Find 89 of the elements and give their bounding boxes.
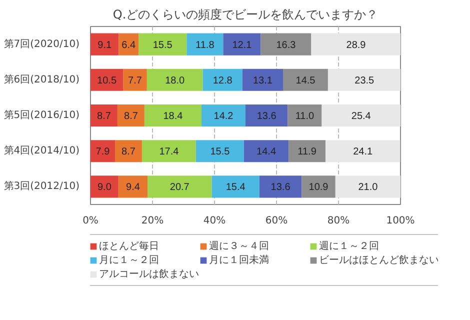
bar: [90, 176, 118, 198]
data-label: 12.1: [232, 40, 252, 51]
bar: [118, 33, 139, 56]
data-label: 12.8: [212, 75, 233, 86]
data-label: 8.7: [122, 146, 136, 158]
data-label: 20.7: [170, 182, 190, 194]
data-label: 6.4: [122, 40, 136, 51]
data-label: 10.5: [97, 75, 117, 86]
bar: [302, 176, 336, 198]
bar: [283, 68, 328, 91]
legend-label: 月に１回未満: [209, 254, 270, 267]
bar: [328, 68, 400, 91]
bar: [242, 68, 284, 91]
data-label: 13.1: [252, 75, 273, 86]
bar: [244, 140, 289, 162]
chart-title: Q.どのくらいの頻度でビールを飲んでいますか？: [112, 8, 378, 22]
bar: [322, 104, 400, 127]
data-label: 11.9: [298, 146, 317, 158]
data-label: 7.7: [128, 75, 142, 86]
data-label: 9.0: [98, 182, 112, 194]
bar: [144, 104, 202, 127]
data-label: 8.7: [97, 111, 112, 122]
x-tick-label: 80%: [327, 216, 350, 226]
data-label: 14.5: [296, 75, 316, 86]
data-label: 15.5: [210, 146, 230, 158]
bar: [148, 176, 212, 198]
bar: [90, 68, 124, 91]
data-label: 7.9: [96, 146, 110, 158]
bar: [246, 104, 288, 127]
x-tick-label: 20%: [141, 216, 164, 226]
bar: [90, 33, 119, 56]
data-label: 15.5: [152, 40, 173, 51]
bar: [90, 104, 118, 127]
bar: [288, 104, 322, 127]
data-label: 17.4: [159, 146, 180, 158]
data-label: 18.0: [165, 75, 185, 86]
bar: [142, 140, 196, 162]
data-label: 18.4: [163, 111, 184, 122]
bar: [117, 104, 144, 127]
legend-label: アルコールは飲まない: [99, 268, 199, 281]
y-tick-label: 第4回(2014/10): [4, 144, 80, 157]
legend-label: 週に１～２回: [319, 240, 380, 253]
bar: [196, 140, 244, 162]
y-tick-label: 第5回(2016/10): [4, 109, 80, 121]
data-label: 13.6: [256, 111, 277, 122]
x-tick-label: 100%: [386, 216, 415, 226]
data-label: 13.6: [270, 182, 291, 194]
x-tick-label: 60%: [265, 216, 288, 226]
y-tick-label: 第7回(2020/10): [4, 38, 80, 50]
bar: [260, 33, 312, 56]
bar: [335, 176, 400, 198]
data-label: 15.4: [226, 182, 246, 194]
bar: [202, 68, 242, 91]
data-label: 14.4: [256, 146, 276, 158]
x-tick-label: 40%: [203, 216, 226, 226]
data-label: 14.2: [214, 111, 234, 122]
legend-label: ほとんど毎日: [99, 240, 160, 253]
bar: [288, 140, 326, 162]
bar: [223, 33, 261, 56]
data-label: 8.7: [124, 111, 138, 122]
bar: [259, 176, 302, 198]
y-tick-label: 第3回(2012/10): [4, 180, 80, 192]
bar: [325, 140, 400, 162]
data-label: 28.9: [346, 40, 366, 51]
bar: [311, 33, 400, 56]
bar: [118, 176, 148, 198]
legend-label: 月に１～２回: [99, 254, 160, 267]
bar: [90, 140, 115, 162]
legend-label: 週に３～４回: [209, 240, 270, 253]
bar: [123, 68, 147, 91]
data-label: 21.0: [358, 182, 378, 194]
bar: [146, 68, 203, 91]
data-label: 11.8: [196, 40, 215, 51]
bar: [201, 104, 246, 127]
data-label: 16.3: [276, 40, 296, 51]
bar: [138, 33, 187, 56]
bar: [212, 176, 260, 198]
bar: [186, 33, 224, 56]
y-tick-label: 第6回(2018/10): [4, 73, 80, 86]
data-label: 11.0: [295, 111, 315, 122]
data-label: 25.4: [351, 111, 372, 122]
data-label: 9.1: [98, 40, 112, 51]
data-label: 10.9: [308, 182, 329, 194]
data-label: 9.4: [126, 182, 140, 194]
data-label: 24.1: [353, 146, 374, 158]
legend-label: ビールはほとんど飲まない: [319, 254, 439, 267]
data-label: 23.5: [354, 75, 375, 86]
x-tick-label: 0%: [82, 216, 98, 226]
bar: [114, 140, 142, 162]
